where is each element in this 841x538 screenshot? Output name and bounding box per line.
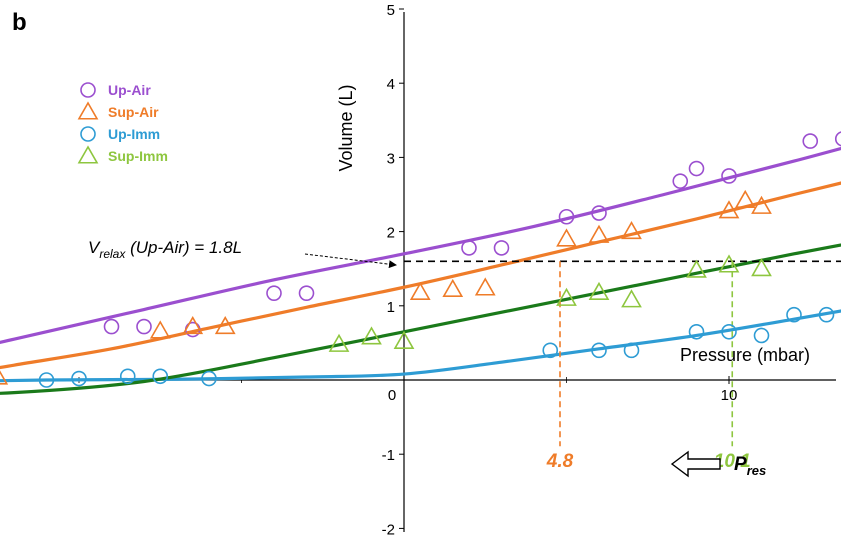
- y-tick-label: 5: [387, 2, 395, 19]
- data-point-up-imm: [721, 323, 737, 340]
- data-point-up-air: [802, 133, 819, 149]
- data-point-sup-air: [588, 224, 610, 243]
- data-point-up-air: [266, 285, 282, 301]
- pres-label: Pres: [734, 454, 766, 478]
- data-point-up-air: [834, 131, 841, 147]
- data-point-sup-imm: [328, 333, 350, 352]
- data-point-up-air: [688, 160, 705, 177]
- vrelax-arrow: [304, 253, 397, 269]
- data-point-sup-imm: [751, 258, 772, 277]
- data-point-sup-air: [0, 370, 9, 385]
- x-tick-label: 0: [388, 387, 396, 404]
- y-tick-label: 1: [387, 299, 395, 316]
- annotations: Vrelax (Up-Air) = 1.8L Pres: [88, 238, 766, 478]
- data-point-up-air: [103, 318, 120, 335]
- data-point-up-imm: [591, 342, 607, 359]
- legend-marker-sup-imm: [77, 145, 99, 164]
- data-point-sup-air: [409, 281, 431, 300]
- data-points: [0, 131, 841, 388]
- data-point-sup-air: [214, 315, 236, 335]
- data-point-sup-air: [556, 228, 577, 247]
- pres-arrow-icon: [670, 450, 721, 478]
- data-point-up-air: [558, 208, 575, 225]
- data-point-sup-air: [149, 320, 171, 339]
- legend-label-up-imm: Up-Imm: [108, 126, 160, 142]
- data-point-sup-imm: [588, 281, 610, 300]
- vrelax-annotation: Vrelax (Up-Air) = 1.8L: [88, 238, 242, 261]
- data-point-up-air: [461, 240, 477, 256]
- data-point-up-imm: [152, 368, 169, 385]
- data-point-up-imm: [119, 368, 136, 385]
- data-point-up-imm: [38, 372, 55, 388]
- data-point-sup-air: [734, 189, 756, 208]
- y-tick-label: -1: [382, 447, 395, 464]
- data-point-sup-air: [718, 200, 740, 219]
- data-point-sup-air: [621, 220, 642, 240]
- data-point-up-imm: [71, 370, 87, 387]
- fit-curve-sup-air: [0, 181, 841, 370]
- drop-line-label: 10.1: [714, 451, 751, 472]
- data-point-sup-imm: [621, 289, 642, 308]
- data-point-sup-air: [474, 277, 496, 296]
- data-point-sup-air: [182, 315, 204, 335]
- legend-marker-up-air: [80, 82, 96, 98]
- y-tick-label: 2: [387, 225, 395, 242]
- data-point-sup-air: [751, 195, 772, 214]
- fit-curve-up-air: [0, 146, 841, 345]
- data-point-sup-imm: [393, 330, 415, 349]
- legend-label-sup-air: Sup-Air: [108, 104, 159, 120]
- x-axis-title: Pressure (mbar): [680, 345, 810, 365]
- data-point-up-imm: [818, 306, 835, 323]
- x-tick-label: 10: [721, 387, 738, 404]
- y-tick-label: -2: [382, 521, 395, 538]
- y-axis-title: Volume (L): [336, 84, 356, 171]
- data-point-up-air: [672, 173, 689, 189]
- data-point-sup-imm: [686, 259, 707, 278]
- y-tick-label: 3: [387, 150, 395, 167]
- data-point-sup-imm: [718, 254, 740, 273]
- guide-lines: 4.810.122.3: [404, 260, 841, 472]
- legend-marker-up-imm: [80, 126, 96, 142]
- data-point-up-imm: [623, 342, 640, 359]
- data-point-up-imm: [786, 306, 802, 323]
- data-point-up-imm: [688, 323, 705, 340]
- data-point-up-imm: [201, 370, 217, 387]
- data-point-up-air: [298, 285, 315, 301]
- panel-label: b: [12, 9, 27, 36]
- data-point-sup-imm: [361, 326, 382, 345]
- data-point-up-air: [721, 168, 737, 184]
- legend: Up-Air Sup-Air Up-Imm Sup-Imm: [77, 82, 168, 164]
- data-point-up-imm: [753, 327, 770, 344]
- data-point-up-air: [136, 318, 152, 335]
- legend-marker-sup-air: [77, 101, 99, 120]
- data-point-up-imm: [542, 342, 559, 359]
- drop-line-label: 4.8: [546, 451, 574, 472]
- y-tick-label: 4: [387, 76, 395, 93]
- legend-label-sup-imm: Sup-Imm: [108, 148, 168, 164]
- data-point-sup-air: [442, 278, 464, 298]
- data-point-up-air: [493, 240, 510, 256]
- data-point-sup-imm: [556, 287, 577, 306]
- legend-label-up-air: Up-Air: [108, 82, 151, 98]
- data-point-up-air: [591, 205, 607, 221]
- fit-curve-sup-imm: [0, 243, 841, 395]
